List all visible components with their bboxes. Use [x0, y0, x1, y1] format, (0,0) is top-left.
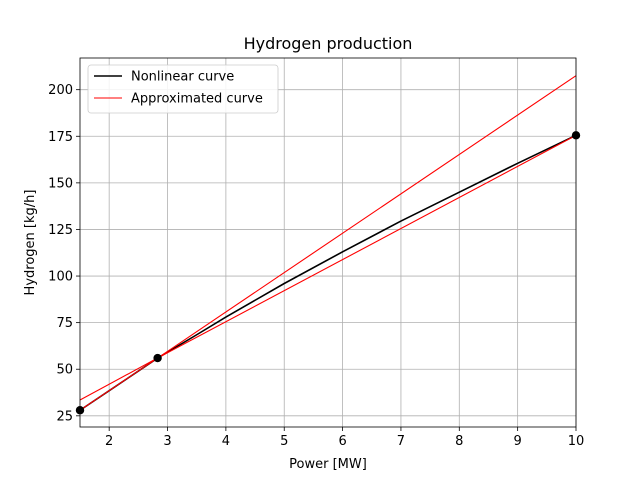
plot-frame	[79, 57, 577, 428]
x-tick-label: 10	[568, 434, 585, 449]
y-axis-label: Hydrogen [kg/h]	[23, 190, 38, 296]
x-tick-label: 6	[338, 434, 346, 449]
x-axis-label: Power [MW]	[289, 457, 367, 472]
x-tick-label: 5	[280, 434, 288, 449]
plot-series	[75, 75, 581, 415]
y-tick-label: 50	[56, 363, 73, 378]
y-tick-label: 100	[48, 270, 73, 285]
legend-label: Nonlinear curve	[131, 70, 234, 85]
y-tick-label: 125	[48, 223, 73, 238]
legend: Nonlinear curve Approximated curve	[87, 64, 279, 114]
x-tick-label: 8	[455, 434, 463, 449]
y-tick-label: 25	[56, 409, 73, 424]
y-tick-label: 150	[48, 176, 73, 191]
chart-title: Hydrogen production	[244, 34, 413, 53]
y-tick-label: 200	[48, 83, 73, 98]
x-tick-label: 3	[163, 434, 171, 449]
x-tick-label: 9	[514, 434, 522, 449]
y-tick-label: 75	[56, 316, 73, 331]
breakpoint-marker	[153, 353, 162, 363]
y-tick-label: 175	[48, 130, 73, 145]
axis-ticks: 2 3 4 5 6 7 8 9 10 25 50 75 100 125 150 175 200	[48, 83, 584, 449]
x-tick-label: 2	[105, 434, 113, 449]
legend-label: Approximated curve	[131, 92, 263, 107]
x-tick-label: 7	[397, 434, 405, 449]
legend-box	[87, 64, 279, 114]
x-tick-label: 4	[222, 434, 230, 449]
